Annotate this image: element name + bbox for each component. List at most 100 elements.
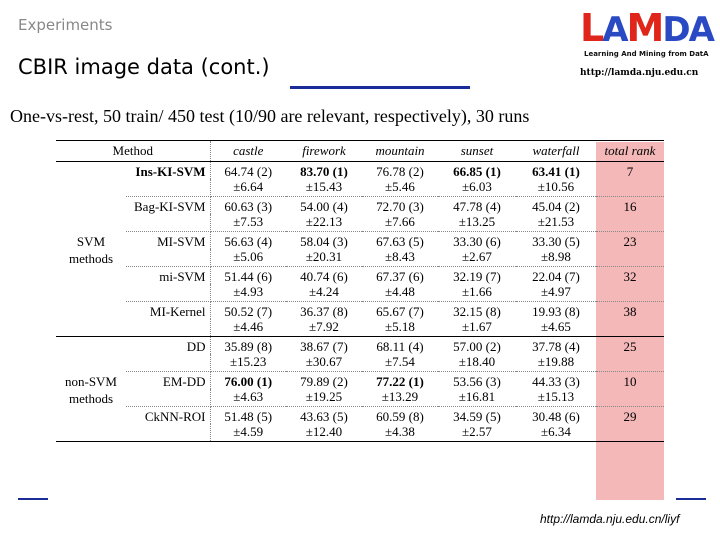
table-row: ±4.63 ±19.25 ±13.29 ±16.81 ±15.13 bbox=[56, 389, 664, 407]
std-cell: ±1.66 bbox=[438, 284, 516, 302]
std-cell: ±4.24 bbox=[286, 284, 362, 302]
total-rank-cell: 25 bbox=[596, 336, 664, 372]
method-name: MI-Kernel bbox=[126, 301, 211, 319]
std-cell: ±10.56 bbox=[516, 179, 596, 197]
std-cell: ±15.23 bbox=[210, 354, 286, 372]
std-cell: ±7.53 bbox=[210, 214, 286, 232]
slide-title: CBIR image data (cont.) bbox=[18, 55, 270, 79]
mean-cell: 35.89 (8) bbox=[224, 339, 273, 354]
experiment-subtitle: One-vs-rest, 50 train/ 450 test (10/90 a… bbox=[10, 106, 530, 126]
std-cell: ±4.46 bbox=[210, 319, 286, 337]
table-row: EM-DD 76.00 (1) 79.89 (2) 77.22 (1) 53.56 (3… bbox=[56, 371, 664, 407]
footer-url: http://lamda.nju.edu.cn/liyf bbox=[540, 512, 680, 526]
table-row: ±4.46 ±7.92 ±5.18 ±1.67 ±4.65 bbox=[56, 319, 664, 337]
method-name: EM-DD bbox=[126, 371, 211, 389]
method-name: CkNN-ROI bbox=[126, 406, 211, 424]
mean-cell: 65.67 (7) bbox=[376, 304, 424, 319]
results-table-wrap: Method castle firework mountain sunset w… bbox=[56, 140, 664, 500]
table-row: non-SVM methods DD 35.89 (8) 38.67 (7) 68.11 … bbox=[56, 336, 664, 442]
std-cell: ±21.53 bbox=[516, 214, 596, 232]
mean-cell: 76.78 (2) bbox=[376, 164, 424, 179]
mean-cell: 67.63 (5) bbox=[376, 234, 424, 249]
mean-cell: 72.70 (3) bbox=[376, 199, 424, 214]
title-underline bbox=[290, 86, 470, 89]
std-cell: ±13.25 bbox=[438, 214, 516, 232]
table-row: ±5.06 ±20.31 ±8.43 ±2.67 ±8.98 bbox=[56, 249, 664, 267]
table-row: ±7.53 ±22.13 ±7.66 ±13.25 ±21.53 bbox=[56, 214, 664, 232]
column-header-waterfall: waterfall bbox=[516, 140, 596, 162]
method-name: Ins-KI-SVM bbox=[126, 161, 211, 179]
std-cell: ±4.59 bbox=[210, 424, 286, 442]
mean-cell: 77.22 (1) bbox=[376, 374, 424, 389]
mean-cell: 63.41 (1) bbox=[532, 164, 580, 179]
header-url: http://lamda.nju.edu.cn bbox=[580, 68, 699, 78]
std-cell: ±13.29 bbox=[362, 389, 438, 407]
std-cell: ±19.88 bbox=[516, 354, 596, 372]
mean-cell: 76.00 (1) bbox=[224, 374, 273, 389]
std-cell: ±5.18 bbox=[362, 319, 438, 337]
method-name: DD bbox=[126, 336, 211, 354]
mean-cell: 53.56 (3) bbox=[453, 374, 501, 389]
mean-cell: 32.19 (7) bbox=[453, 269, 501, 284]
logo-subtitle: Learning And Mining from DatA bbox=[584, 50, 709, 58]
std-cell: ±4.65 bbox=[516, 319, 596, 337]
group-label: SVM methods bbox=[56, 161, 126, 337]
column-header-mountain: mountain bbox=[362, 140, 438, 162]
mean-cell: 19.93 (8) bbox=[532, 304, 580, 319]
mean-cell: 68.11 (4) bbox=[376, 339, 424, 354]
column-header-castle: castle bbox=[210, 140, 286, 162]
mean-cell: 83.70 (1) bbox=[300, 164, 348, 179]
group-label-line: SVM bbox=[76, 234, 106, 249]
std-cell: ±30.67 bbox=[286, 354, 362, 372]
mean-cell: 51.44 (6) bbox=[224, 269, 273, 284]
table-body: SVM methods Ins-KI-SVM 64.74 (2) 83.70 (1) 76… bbox=[56, 161, 664, 442]
std-cell: ±18.40 bbox=[438, 354, 516, 372]
std-cell: ±5.06 bbox=[210, 249, 286, 267]
logo-wordmark: LAMDA bbox=[580, 6, 715, 50]
table-row: MI-Kernel 50.52 (7) 36.37 (8) 65.67 (7) 32.1… bbox=[56, 301, 664, 337]
std-cell: ±6.03 bbox=[438, 179, 516, 197]
table-header-row: Method castle firework mountain sunset w… bbox=[56, 140, 664, 162]
mean-cell: 54.00 (4) bbox=[300, 199, 348, 214]
std-cell: ±8.43 bbox=[362, 249, 438, 267]
std-cell: ±5.46 bbox=[362, 179, 438, 197]
table-row: ±15.23 ±30.67 ±7.54 ±18.40 ±19.88 bbox=[56, 354, 664, 372]
total-rank-cell: 23 bbox=[596, 231, 664, 267]
method-spacer bbox=[126, 214, 211, 232]
std-cell: ±4.38 bbox=[362, 424, 438, 442]
table-row: ±4.93 ±4.24 ±4.48 ±1.66 ±4.97 bbox=[56, 284, 664, 302]
method-spacer bbox=[126, 354, 211, 372]
lamda-logo: LAMDA Learning And Mining from DatA bbox=[580, 6, 715, 68]
mean-cell: 40.74 (6) bbox=[300, 269, 348, 284]
table-row: Bag-KI-SVM 60.63 (3) 54.00 (4) 72.70 (3) 47.… bbox=[56, 196, 664, 232]
method-spacer bbox=[126, 284, 211, 302]
mean-cell: 34.59 (5) bbox=[453, 409, 501, 424]
mean-cell: 44.33 (3) bbox=[532, 374, 580, 389]
std-cell: ±1.67 bbox=[438, 319, 516, 337]
group-label-line: methods bbox=[68, 251, 114, 266]
mean-cell: 43.63 (5) bbox=[300, 409, 348, 424]
table-row: ±6.64 ±15.43 ±5.46 ±6.03 ±10.56 bbox=[56, 179, 664, 197]
column-header-total-rank: total rank bbox=[596, 140, 664, 162]
total-rank-cell: 7 bbox=[596, 161, 664, 197]
mean-cell: 32.15 (8) bbox=[453, 304, 501, 319]
method-spacer bbox=[126, 319, 211, 337]
group-label-line: non-SVM bbox=[64, 374, 117, 389]
mean-cell: 38.67 (7) bbox=[300, 339, 348, 354]
footer-rule-right bbox=[676, 498, 706, 500]
mean-cell: 79.89 (2) bbox=[300, 374, 348, 389]
mean-cell: 37.78 (4) bbox=[532, 339, 580, 354]
mean-cell: 64.74 (2) bbox=[224, 164, 273, 179]
table-row: CkNN-ROI 51.48 (5) 43.63 (5) 60.59 (8) 34.59… bbox=[56, 406, 664, 442]
std-cell: ±7.66 bbox=[362, 214, 438, 232]
method-name: mi-SVM bbox=[126, 266, 211, 284]
mean-cell: 36.37 (8) bbox=[300, 304, 348, 319]
mean-cell: 66.85 (1) bbox=[453, 164, 501, 179]
std-cell: ±4.48 bbox=[362, 284, 438, 302]
column-header-method: Method bbox=[56, 140, 211, 162]
mean-cell: 33.30 (6) bbox=[453, 234, 501, 249]
std-cell: ±15.43 bbox=[286, 179, 362, 197]
group-label-line: methods bbox=[68, 391, 114, 406]
mean-cell: 45.04 (2) bbox=[532, 199, 580, 214]
std-cell: ±16.81 bbox=[438, 389, 516, 407]
